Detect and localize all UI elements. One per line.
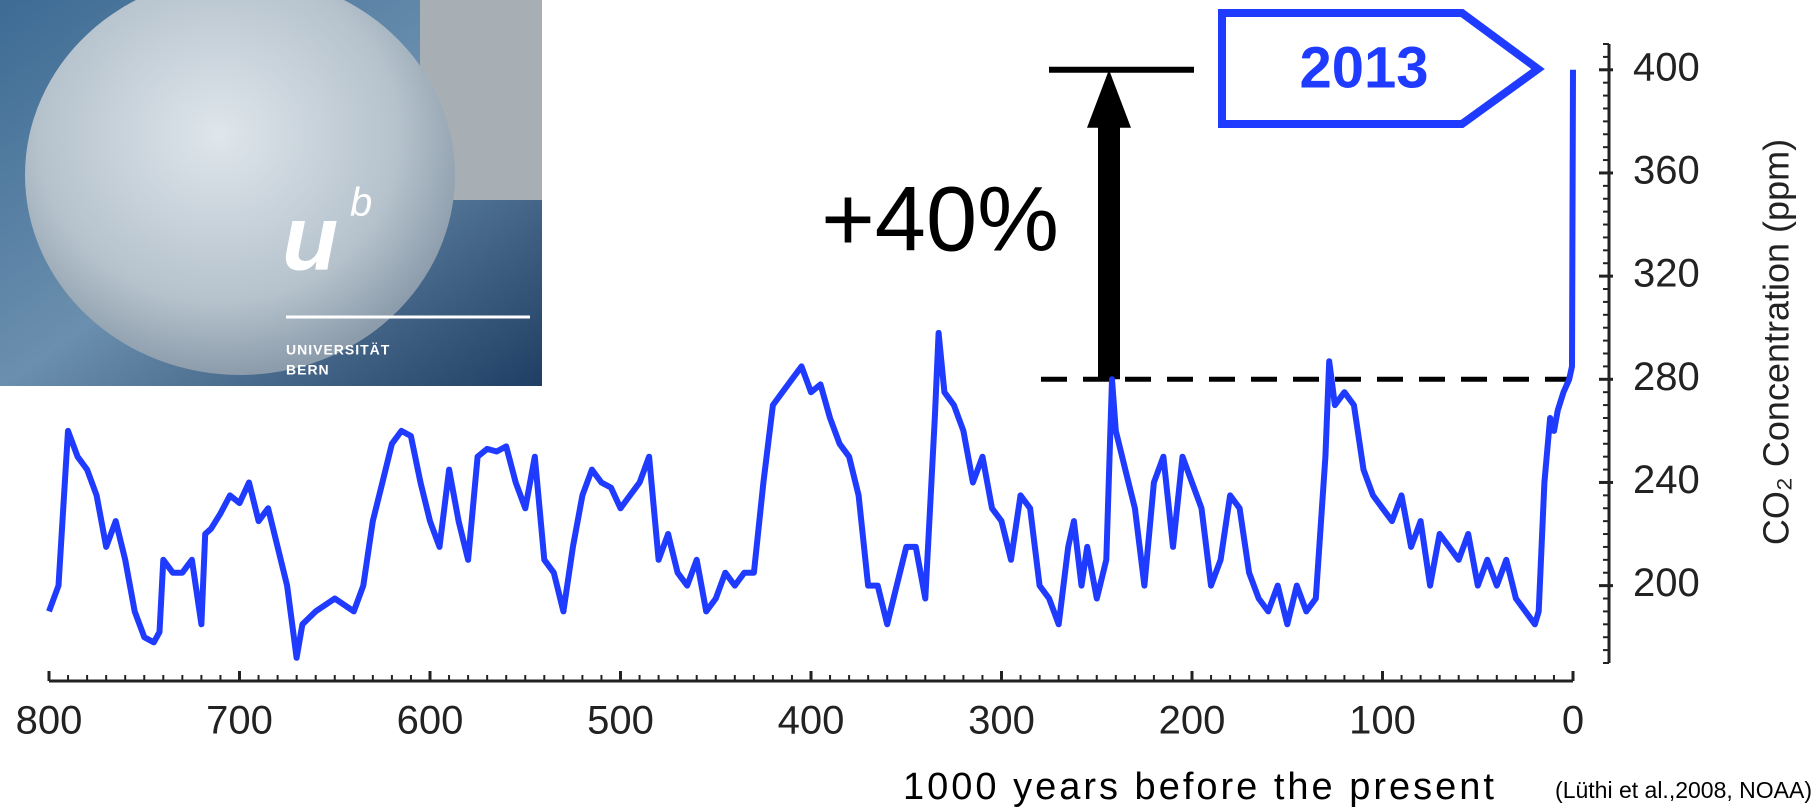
photo-ice-core bbox=[25, 0, 455, 375]
x-tick-label: 400 bbox=[778, 699, 845, 743]
photo-logo-sup: b bbox=[350, 181, 372, 225]
change-label: +40% bbox=[821, 168, 1059, 270]
x-axis-label: 1000 years before the present bbox=[903, 766, 1497, 808]
arrow-head bbox=[1087, 69, 1131, 128]
photo-logo-line: UNIVERSITÄT bbox=[286, 342, 390, 358]
y-tick-label: 280 bbox=[1633, 355, 1700, 399]
photo-logo-letter: u bbox=[282, 187, 338, 289]
y-tick-label: 360 bbox=[1633, 149, 1700, 193]
co2-line bbox=[46, 69, 1576, 661]
photo: u b UNIVERSITÄT BERN bbox=[0, 0, 542, 386]
y-axis-label: CO₂ Concentration (ppm) bbox=[1756, 139, 1797, 545]
y-tick-label: 320 bbox=[1633, 252, 1700, 296]
callout-box bbox=[1218, 9, 1545, 128]
y-tick-label: 200 bbox=[1633, 561, 1700, 605]
x-tick-label: 200 bbox=[1159, 699, 1226, 743]
photo-logo-line: BERN bbox=[286, 362, 330, 378]
y-tick-label: 240 bbox=[1633, 458, 1700, 502]
x-tick-label: 0 bbox=[1562, 699, 1584, 743]
x-tick-label: 700 bbox=[206, 699, 273, 743]
y-tick-label: 400 bbox=[1633, 45, 1700, 89]
x-tick-label: 300 bbox=[968, 699, 1035, 743]
callout: 2013 bbox=[1218, 9, 1545, 128]
callout-text: 2013 bbox=[1299, 35, 1428, 100]
x-tick-label: 600 bbox=[397, 699, 464, 743]
x-tick-label: 800 bbox=[16, 699, 83, 743]
x-tick-label: 100 bbox=[1349, 699, 1416, 743]
source: (Lüthi et al.,2008, NOAA) bbox=[1555, 777, 1812, 803]
x-tick-label: 500 bbox=[587, 699, 654, 743]
